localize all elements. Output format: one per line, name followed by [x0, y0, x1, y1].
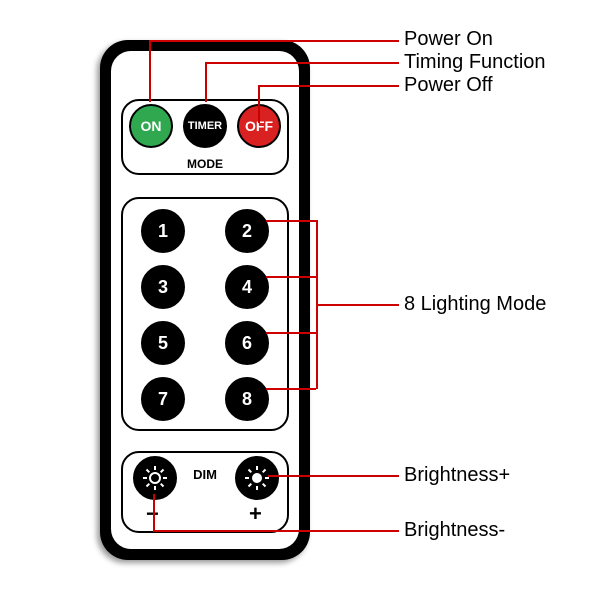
sun-filled-icon	[244, 465, 270, 491]
callout-line	[205, 62, 399, 64]
callout-lighting-mode: 8 Lighting Mode	[404, 293, 546, 316]
callout-line	[149, 40, 151, 102]
callout-line	[258, 85, 260, 123]
mode-3-button[interactable]: 3	[141, 265, 185, 309]
mode-section-label: MODE	[123, 157, 287, 171]
mode-8-button[interactable]: 8	[225, 377, 269, 421]
callout-line	[316, 304, 399, 306]
mode-group: 1 2 3 4 5 6 7 8	[121, 197, 289, 431]
callout-line	[149, 40, 399, 42]
callout-line	[153, 494, 155, 530]
brightness-minus-button[interactable]	[133, 456, 177, 500]
sun-outline-icon	[142, 465, 168, 491]
callout-line	[266, 276, 316, 278]
callout-line	[268, 475, 399, 477]
remote-body: ON TIMER OFF MODE 1 2 3 4 5 6 7 8 DIM	[100, 40, 310, 560]
mode-7-button[interactable]: 7	[141, 377, 185, 421]
callout-timing: Timing Function	[404, 51, 546, 74]
callout-line	[266, 388, 316, 390]
brightness-plus-button[interactable]	[235, 456, 279, 500]
mode-5-button[interactable]: 5	[141, 321, 185, 365]
mode-1-button[interactable]: 1	[141, 209, 185, 253]
callout-brightness-plus: Brightness+	[404, 464, 510, 487]
callout-line	[266, 220, 316, 222]
callout-brightness-minus: Brightness-	[404, 519, 505, 542]
mode-2-button[interactable]: 2	[225, 209, 269, 253]
plus-sign: +	[249, 501, 262, 527]
callout-power-off: Power Off	[404, 74, 493, 97]
callout-line	[153, 530, 399, 532]
callout-line	[266, 332, 316, 334]
callout-line	[205, 62, 207, 102]
mode-4-button[interactable]: 4	[225, 265, 269, 309]
mode-6-button[interactable]: 6	[225, 321, 269, 365]
callout-power-on: Power On	[404, 28, 493, 51]
timer-button[interactable]: TIMER	[183, 104, 227, 148]
dim-group: DIM	[121, 451, 289, 533]
callout-line	[258, 85, 399, 87]
power-group: ON TIMER OFF MODE	[121, 99, 289, 175]
on-button[interactable]: ON	[129, 104, 173, 148]
